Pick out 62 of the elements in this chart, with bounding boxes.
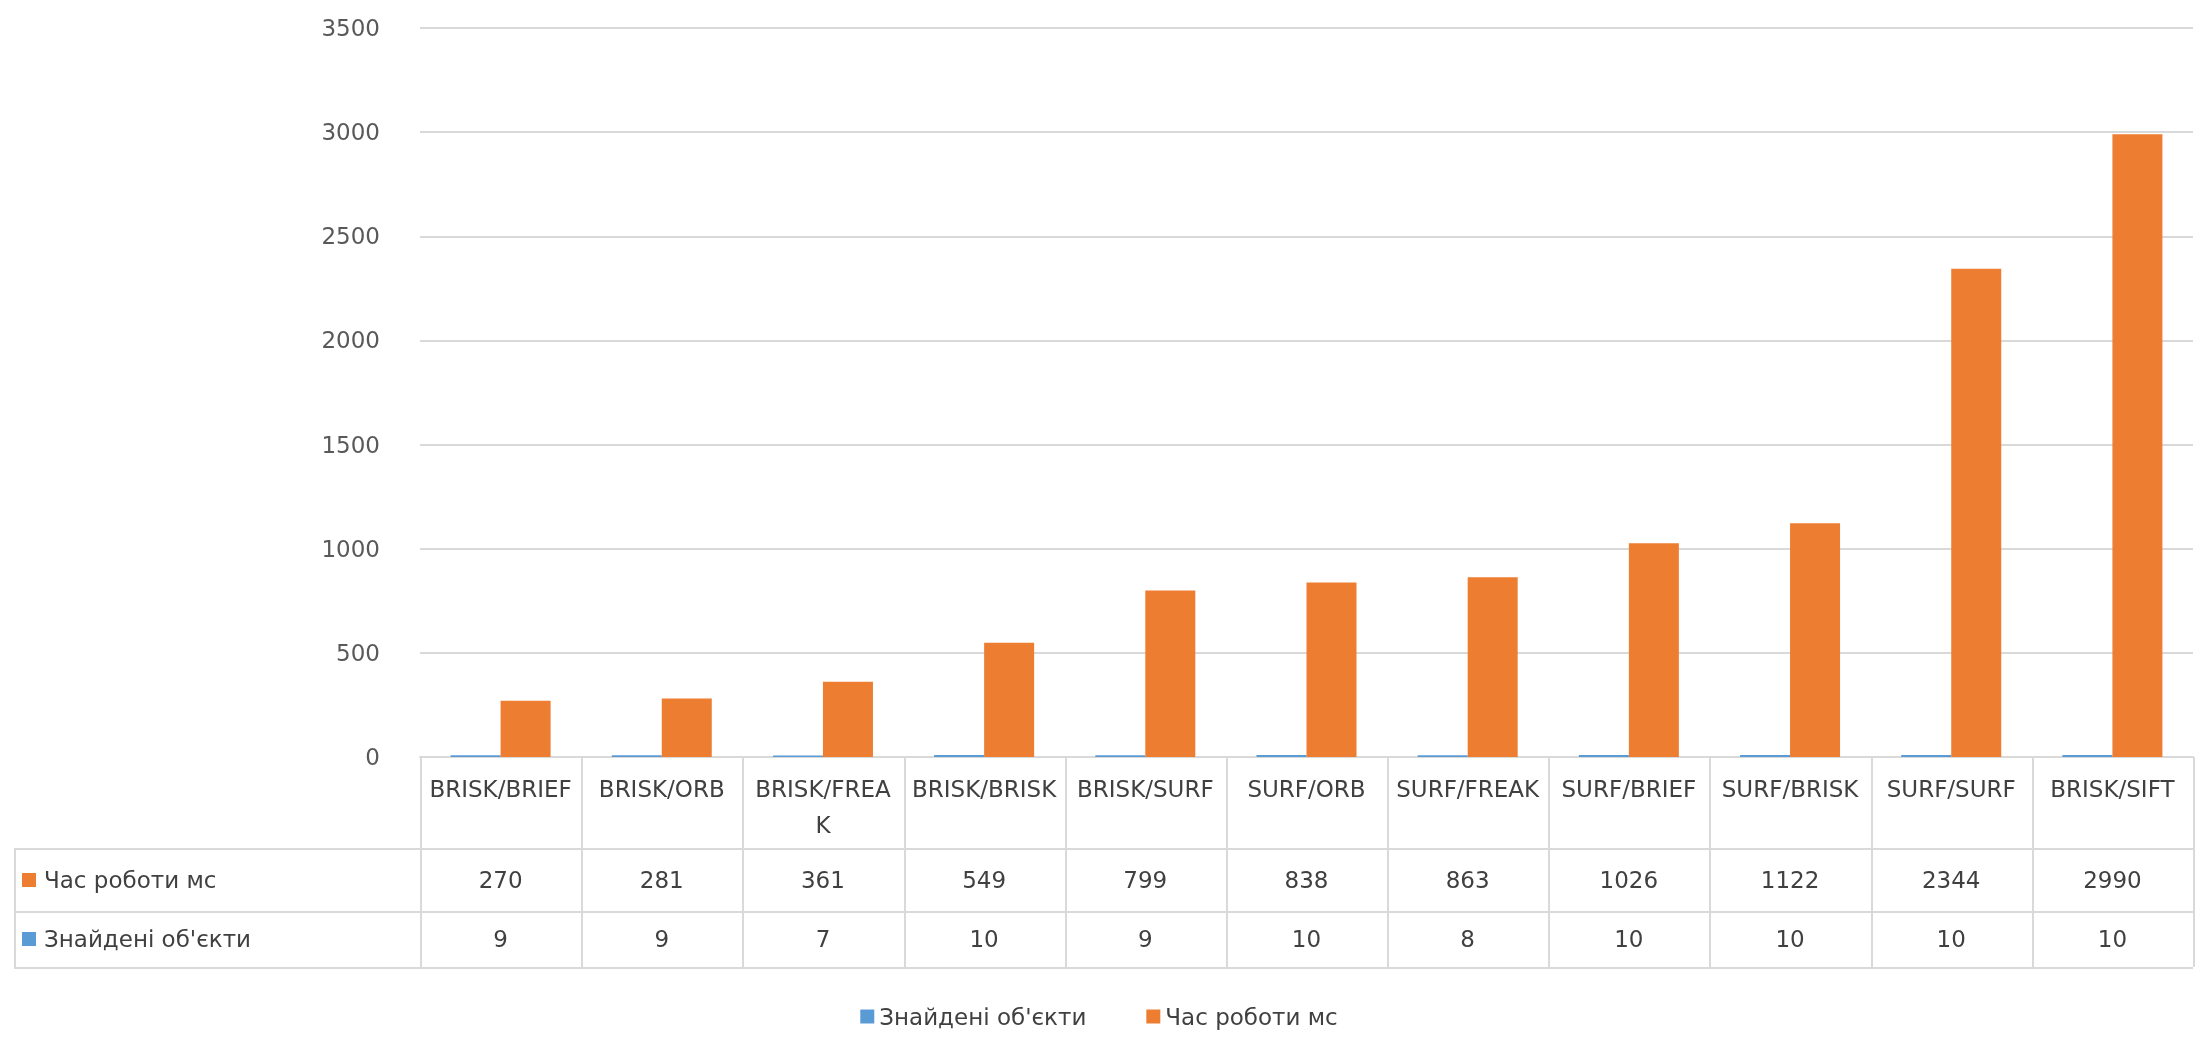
- bar: [1790, 523, 1841, 757]
- bar: [1951, 268, 2002, 757]
- data-label: 7: [814, 925, 832, 954]
- data-label: 799: [1122, 865, 1169, 895]
- legend-label: Знайдені об'єкти: [879, 1003, 1087, 1030]
- data-label: 10: [2096, 925, 2129, 954]
- data-label: 10: [1290, 925, 1323, 954]
- data-label: 863: [1444, 865, 1491, 895]
- data-label: 270: [477, 865, 524, 895]
- text: Час роботи мс: [44, 866, 217, 893]
- data-label: 838: [1283, 865, 1330, 895]
- x-tick-label: BRISK/ORB: [598, 776, 725, 802]
- bar: [1740, 754, 1791, 757]
- x-tick-label: BRISK/BRISK: [912, 776, 1058, 802]
- x-tick-label: SURF/SURF: [1886, 776, 2016, 802]
- data-label: 2344: [1920, 865, 1982, 895]
- data-label: 281: [638, 865, 685, 895]
- x-tick-label: BRISK/SURF: [1077, 776, 1214, 802]
- data-label: 10: [1774, 925, 1806, 954]
- bar: [1467, 577, 1518, 757]
- data-label: 9: [492, 925, 509, 954]
- bar: [1628, 543, 1679, 757]
- data-label: 9: [653, 925, 671, 954]
- y-tick-label: 3000: [321, 119, 380, 146]
- y-tick-label: 1000: [321, 535, 380, 562]
- data-label: 361: [800, 865, 846, 895]
- x-tick-label: BRISK/SIFT: [2050, 776, 2176, 802]
- y-tick-label: 2500: [321, 223, 380, 250]
- bar: [500, 700, 551, 757]
- bar: [1578, 754, 1629, 757]
- x-tick-label: SURF/FREAK: [1396, 776, 1541, 802]
- data-label: 1122: [1759, 865, 1821, 895]
- bar: [1306, 582, 1357, 757]
- bar: [1145, 590, 1196, 757]
- y-tick-label: 1500: [321, 431, 380, 458]
- bar: [822, 681, 873, 757]
- y-tick-label: 2000: [321, 327, 380, 354]
- x-tick-label: BRISK/BRIEF: [429, 776, 572, 802]
- data-label: 2990: [2082, 865, 2143, 895]
- bar: [1901, 754, 1952, 757]
- x-tick-label: BRISK/FREAK: [755, 776, 891, 838]
- data-label: 10: [1613, 925, 1645, 954]
- data-label: 10: [1935, 925, 1967, 954]
- data-label: 10: [968, 925, 1000, 954]
- data-label: 8: [1459, 925, 1476, 954]
- text: Знайдені об'єкти: [44, 926, 252, 952]
- y-tick-label: 3500: [321, 15, 380, 41]
- bar: [2112, 134, 2163, 757]
- bar: [2062, 754, 2113, 757]
- bar: [1256, 754, 1307, 757]
- bar: [661, 698, 712, 757]
- legend-label: Час роботи мс: [1165, 1003, 1338, 1030]
- data-label: 1026: [1598, 865, 1660, 895]
- bar: [934, 754, 985, 757]
- y-tick-label: 500: [336, 639, 380, 666]
- y-tick-label: 0: [365, 744, 380, 770]
- data-label: 9: [1137, 925, 1154, 954]
- x-tick-label: SURF/BRIEF: [1561, 776, 1697, 802]
- bar: [984, 642, 1035, 757]
- x-tick-label: SURF/BRISK: [1721, 776, 1860, 802]
- x-tick-label: SURF/ORB: [1247, 776, 1366, 802]
- data-label: 549: [961, 865, 1008, 895]
